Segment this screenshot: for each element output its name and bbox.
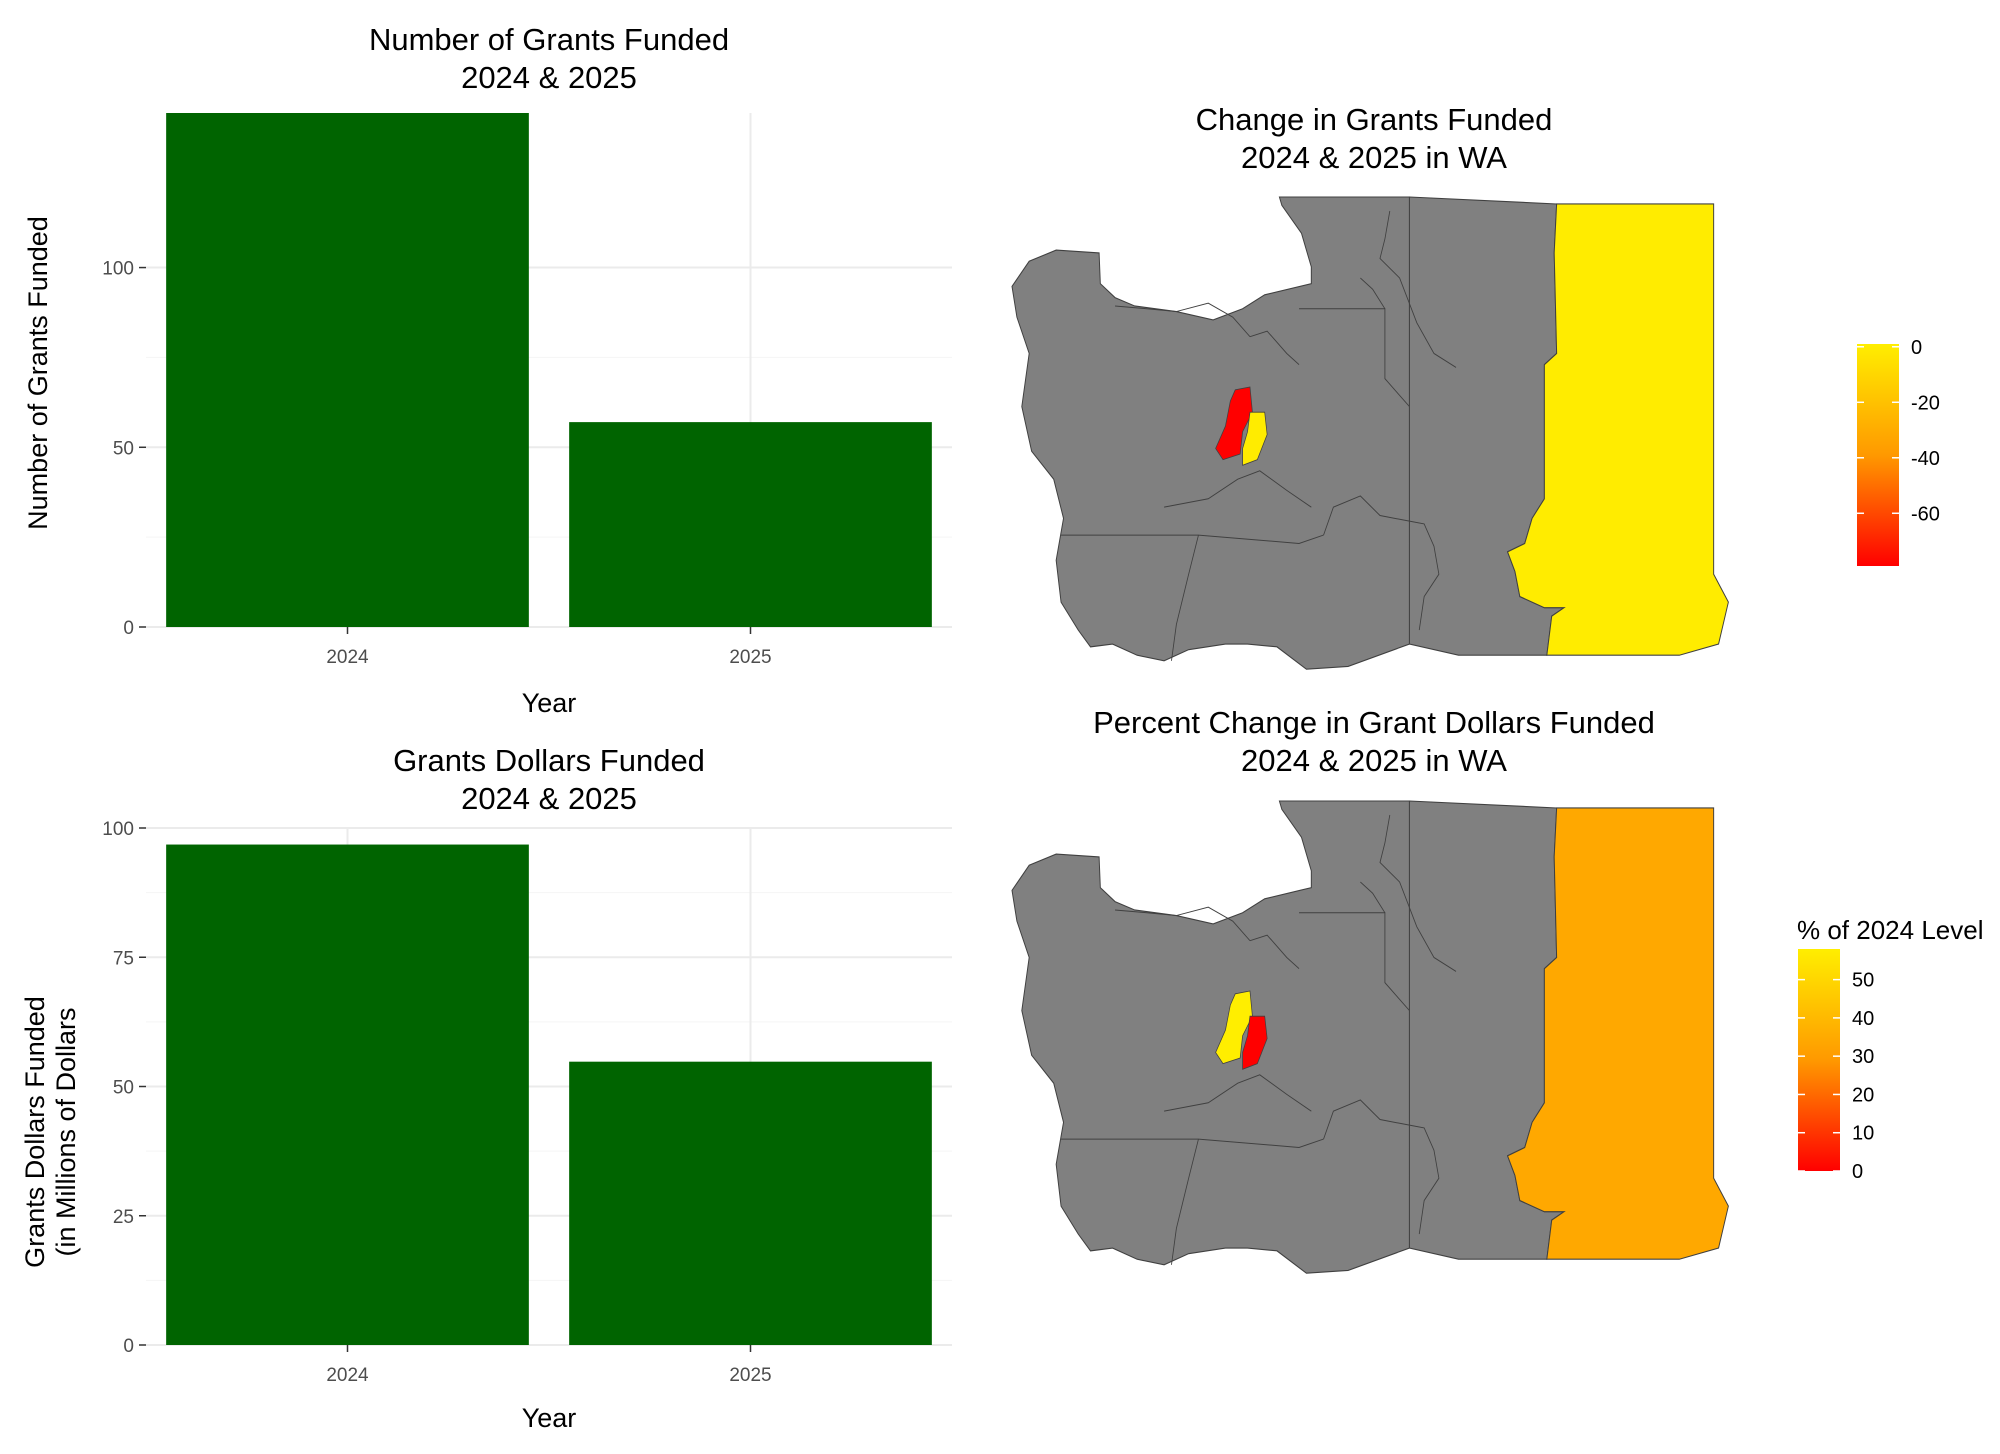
legend-tick-label: -40 (1911, 448, 1940, 470)
y-tick-label: 0 (123, 618, 134, 639)
map-title-line-2: 2024 & 2025 in WA (1241, 743, 1507, 778)
x-axis-ticks: 2024 2025 (326, 627, 772, 668)
legend-title: % of 2024 Level (1797, 915, 1983, 945)
region-east (1506, 807, 1729, 1260)
y-axis-ticks: 0 50 100 (102, 259, 146, 639)
county-west (1011, 196, 1410, 670)
y-axis-label: Number of Grants Funded (23, 216, 53, 530)
y-tick-label: 100 (102, 819, 134, 840)
county-border (1249, 330, 1300, 366)
y-tick-label: 100 (102, 259, 134, 280)
x-axis-label: Year (522, 1403, 577, 1433)
legend-tick-label: -20 (1911, 392, 1940, 414)
x-axis-label: Year (522, 688, 577, 718)
map-title-line-1: Change in Grants Funded (1196, 102, 1553, 137)
legend-colorbar (1798, 949, 1840, 1171)
county-border (1379, 210, 1457, 368)
legend-tick-label: 40 (1852, 1008, 1874, 1030)
washington-map (1011, 800, 1729, 1274)
y-tick-label: 0 (123, 1336, 134, 1357)
legend-tick-label: 30 (1852, 1046, 1874, 1068)
legend-ticks: 50 40 30 20 10 0 (1798, 970, 1874, 1183)
x-tick-label: 2025 (729, 647, 771, 668)
region-puget-right (1242, 411, 1268, 466)
legend-tick-label: 0 (1911, 337, 1922, 359)
bar-2024 (166, 844, 529, 1345)
washington-map (1011, 196, 1729, 670)
county-border (1299, 308, 1410, 407)
county-border (1164, 1074, 1312, 1112)
chart-title-line-2: 2024 & 2025 (461, 60, 637, 95)
chart-title-line-1: Grants Dollars Funded (393, 743, 705, 778)
legend-colorbar (1857, 344, 1899, 566)
chart-title-line-1: Number of Grants Funded (369, 22, 729, 57)
bar-chart-grants-count: Number of Grants Funded 2024 & 2025 0 50 1… (23, 22, 952, 718)
x-tick-label: 2024 (326, 647, 369, 668)
legend-tick-label: 50 (1852, 970, 1874, 992)
y-tick-label: 25 (113, 1207, 134, 1228)
region-puget-left (1215, 386, 1253, 461)
map-percent-change-dollars: Percent Change in Grant Dollars Funded 2… (1011, 705, 1983, 1274)
y-axis-label-line-2: (in Millions of Dollars (51, 1007, 81, 1256)
y-tick-label: 50 (113, 1078, 134, 1099)
map-change-grants: Change in Grants Funded 2024 & 2025 in W… (1011, 102, 1940, 670)
y-axis-label-line-1: Grants Dollars Funded (20, 996, 50, 1268)
county-border (1409, 520, 1440, 631)
county-west (1011, 800, 1410, 1274)
legend-tick-label: 0 (1852, 1161, 1863, 1183)
map-title-line-2: 2024 & 2025 in WA (1241, 140, 1507, 175)
region-east (1506, 203, 1729, 656)
county-border (1299, 912, 1410, 1011)
region-puget-left (1215, 990, 1253, 1065)
legend-ticks: 0 -20 -40 -60 (1857, 337, 1940, 525)
county-border (1115, 302, 1251, 338)
y-tick-label: 75 (113, 948, 134, 969)
x-axis-ticks: 2024 2025 (326, 1345, 772, 1386)
y-tick-label: 50 (113, 438, 134, 459)
map-title-line-1: Percent Change in Grant Dollars Funded (1093, 705, 1655, 740)
county-border (1164, 470, 1312, 508)
legend-tick-label: 10 (1852, 1123, 1874, 1145)
county-border (1061, 1138, 1324, 1148)
x-tick-label: 2025 (729, 1365, 771, 1386)
county-border (1171, 534, 1199, 661)
bar-2024 (166, 113, 529, 627)
county-border (1323, 1099, 1410, 1140)
county-border (1360, 881, 1386, 914)
legend-tick-label: 20 (1852, 1084, 1874, 1106)
chart-title-line-2: 2024 & 2025 (461, 781, 637, 816)
county-border (1409, 1124, 1440, 1235)
bars (166, 113, 932, 627)
county-border (1061, 534, 1324, 544)
y-axis-ticks: 0 25 50 75 100 (102, 819, 146, 1357)
county-border (1171, 1138, 1199, 1265)
county-border (1249, 934, 1300, 970)
county-border (1360, 277, 1386, 310)
bar-2025 (569, 422, 932, 627)
county-border (1115, 906, 1251, 942)
bar-chart-grant-dollars: Grants Dollars Funded 2024 & 2025 0 25 50 7… (20, 743, 952, 1433)
x-tick-label: 2024 (326, 1365, 369, 1386)
county-border (1379, 814, 1457, 972)
county-border (1323, 495, 1410, 536)
bars (166, 844, 932, 1345)
region-puget-right (1242, 1015, 1268, 1070)
bar-2025 (569, 1061, 932, 1345)
legend-tick-label: -60 (1911, 503, 1940, 525)
